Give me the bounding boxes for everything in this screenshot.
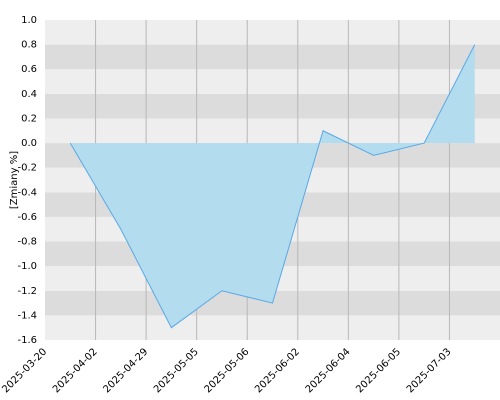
y-tick-label: 0.0 [21, 138, 37, 149]
x-tick-label: 2025-03-20 [0, 346, 49, 395]
y-tick-label: -1.6 [17, 335, 37, 346]
line [69, 44, 476, 329]
x-tick-label: 2025-05-05 [152, 346, 201, 395]
y-tick-label: -0.8 [17, 237, 37, 248]
y-tick-label: -1.0 [17, 261, 37, 272]
y-tick-label: -0.2 [17, 163, 37, 174]
x-tick-label: 2025-05-06 [203, 346, 252, 395]
grid-band [45, 69, 500, 94]
y-tick-label: 0.6 [21, 64, 37, 75]
y-tick-label: 0.4 [21, 89, 37, 100]
grid-band [45, 118, 500, 144]
y-tick-label: -1.2 [17, 286, 37, 297]
x-tick-label: 2025-04-02 [51, 346, 100, 395]
y-tick-label: 0.2 [21, 113, 37, 124]
grid-band [45, 20, 500, 45]
x-tick-label: 2025-04-29 [101, 346, 150, 395]
y-tick-label: -0.6 [17, 212, 37, 223]
y-tick-label: -1.4 [17, 310, 37, 321]
area [70, 44, 475, 328]
x-tick-label: 2025-07-03 [405, 346, 454, 395]
y-tick-label: 0.8 [21, 40, 37, 51]
grid-band [45, 44, 500, 70]
y-tick-label: 1.0 [21, 15, 37, 26]
x-tick-label: 2025-06-02 [253, 346, 302, 395]
x-tick-label: 2025-06-05 [354, 346, 403, 395]
x-tick-label: 2025-06-04 [304, 346, 353, 395]
y-tick-label: -0.4 [17, 187, 37, 198]
grid-band [45, 93, 500, 119]
grid-band [45, 315, 500, 340]
y-axis-label: [Zmiany %] [9, 151, 20, 209]
